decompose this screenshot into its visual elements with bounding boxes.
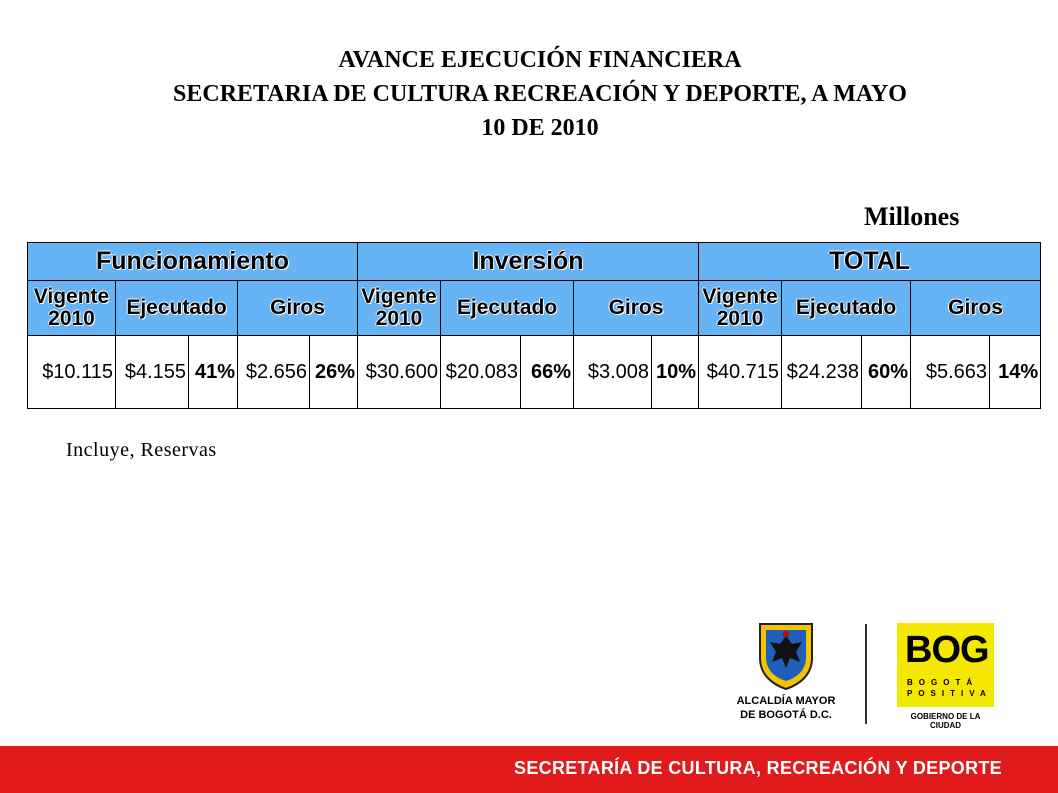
subheader-giros: Giros [237,280,358,336]
bog-line-2: POSITIVA [907,689,992,698]
title-line-3: 10 DE 2010 [481,115,599,141]
funcionamiento-ejecutado: $4.155 [115,335,189,409]
subheader-giros: Giros [910,280,1042,336]
subheader-vigente: Vigente 2010 [698,280,783,336]
total-giros-pct: 14% [989,335,1042,409]
total-vigente: $40.715 [698,335,783,409]
group-funcionamiento: Funcionamiento [27,242,358,281]
subheader-vigente: Vigente 2010 [27,280,116,336]
footer-text: SECRETARÍA DE CULTURA, RECREACIÓN Y DEPO… [514,758,1002,778]
funcionamiento-giros: $2.656 [237,335,310,409]
vigente-line-1: Vigente [361,285,437,308]
title-line-1: AVANCE EJECUCIÓN FINANCIERA [338,47,742,73]
subheader-vigente: Vigente 2010 [357,280,441,336]
bog-mark: BOG [905,629,990,671]
financial-table: Funcionamiento Inversión TOTAL Vigente 20… [27,242,1042,409]
slide-title: AVANCE EJECUCIÓN FINANCIERA SECRETARIA D… [40,43,1040,145]
total-giros: $5.663 [910,335,991,409]
logo-divider [865,624,867,724]
funcionamiento-ejecutado-pct: 41% [188,335,238,409]
group-header-row: Funcionamiento Inversión TOTAL [27,242,1042,281]
inversion-giros-pct: 10% [650,335,700,409]
funcionamiento-giros-pct: 26% [309,335,358,409]
note-text: Incluye, Reservas [66,439,217,461]
subheader-row: Vigente 2010 Ejecutado Giros Vigente 2010 … [27,280,1042,336]
subheader-ejecutado: Ejecutado [781,280,912,336]
title-line-2: SECRETARIA DE CULTURA RECREACIÓN Y DEPOR… [173,81,907,107]
group-inversion: Inversión [356,242,700,281]
vigente-line-2: 2010 [375,307,423,330]
alcaldia-line-1: ALCALDÍA MAYOR [736,695,836,707]
values-row: $10.115 $4.155 41% $2.656 26% $30.600 $2… [27,335,1042,409]
inversion-ejecutado: $20.083 [440,335,521,409]
subheader-ejecutado: Ejecutado [115,280,238,336]
footer-bar: SECRETARÍA DE CULTURA, RECREACIÓN Y DEPO… [0,746,1058,793]
alcaldia-line-2: DE BOGOTÁ D.C. [740,709,832,721]
inversion-vigente: $30.600 [357,335,441,409]
unit-label: Millones [864,202,960,231]
coat-of-arms-icon [759,623,813,690]
inversion-giros: $3.008 [573,335,652,409]
funcionamiento-vigente: $10.115 [27,335,116,409]
alcaldia-logo: ALCALDÍA MAYOR DE BOGOTÁ D.C. [732,622,840,722]
subheader-giros: Giros [572,280,700,336]
group-total: TOTAL [698,242,1042,281]
subheader-ejecutado: Ejecutado [440,280,574,336]
bog-line-1: BOGOTÁ [907,678,979,687]
total-ejecutado-pct: 60% [861,335,912,409]
vigente-line-2: 2010 [48,307,95,330]
vigente-line-1: Vigente [33,285,110,308]
vigente-line-2: 2010 [716,307,764,330]
bog-caption: GOBIERNO DE LA CIUDAD [910,712,981,730]
total-ejecutado: $24.238 [781,335,863,409]
bog-positiva-logo: BOG BOGOTÁ POSITIVA [897,623,994,707]
vigente-line-1: Vigente [702,285,778,308]
inversion-ejecutado-pct: 66% [520,335,574,409]
